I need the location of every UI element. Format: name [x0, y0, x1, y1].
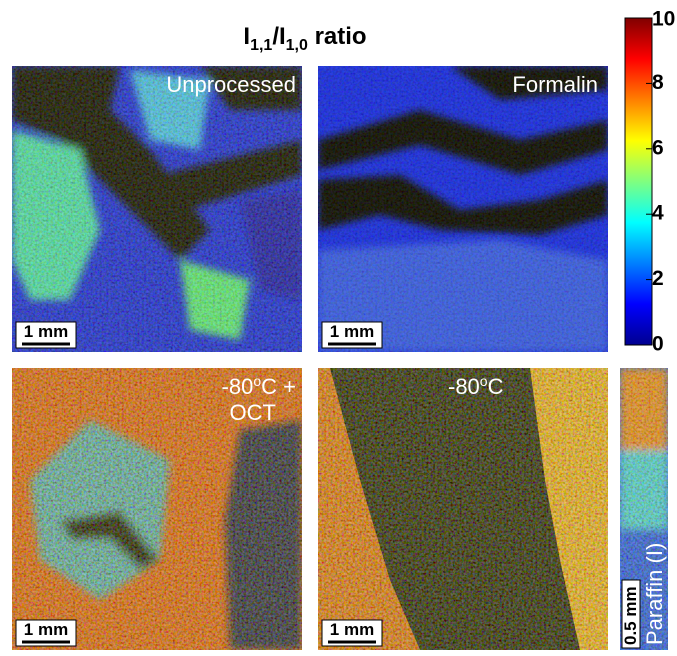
tick-label: 0 [652, 333, 664, 356]
colorbar [625, 18, 652, 345]
title-part: /I [272, 23, 285, 50]
title-sub: 1,1 [250, 37, 272, 54]
figure: I1,1/I1,0 ratio Unprocessed 1 mm Formali… [0, 0, 677, 656]
tick-label: 10 [652, 8, 675, 31]
title-sub: 1,0 [286, 37, 308, 54]
scale-bar: 1 mm [24, 620, 68, 639]
tick-label: 2 [652, 267, 664, 290]
panel-label: OCT [230, 400, 276, 425]
title: I1,1/I1,0 ratio [243, 23, 366, 54]
scale-bar: 1 mm [330, 322, 374, 341]
scale-bar: 0.5 mm [621, 586, 640, 645]
panel-label: Unprocessed [166, 72, 296, 97]
panel-image [318, 66, 608, 352]
panel-label: Formalin [512, 72, 598, 97]
panel-image [12, 66, 302, 352]
label-sup: o [253, 373, 261, 389]
label-part: C [488, 374, 504, 399]
tick-label: 8 [652, 71, 664, 94]
tick-label: 6 [652, 136, 664, 159]
scale-bar: 1 mm [24, 322, 68, 341]
panel-label: Paraffin (I) [642, 543, 667, 645]
label-part: C + [261, 374, 296, 399]
title-part: I [243, 23, 250, 50]
label-part: -80 [222, 374, 254, 399]
title-part: ratio [308, 23, 367, 50]
label-part: -80 [448, 374, 480, 399]
panel-image [318, 368, 608, 650]
tick-label: 4 [652, 202, 664, 225]
panel-label: -80oC [448, 373, 504, 399]
label-sup: o [480, 373, 488, 389]
scale-bar: 1 mm [330, 620, 374, 639]
